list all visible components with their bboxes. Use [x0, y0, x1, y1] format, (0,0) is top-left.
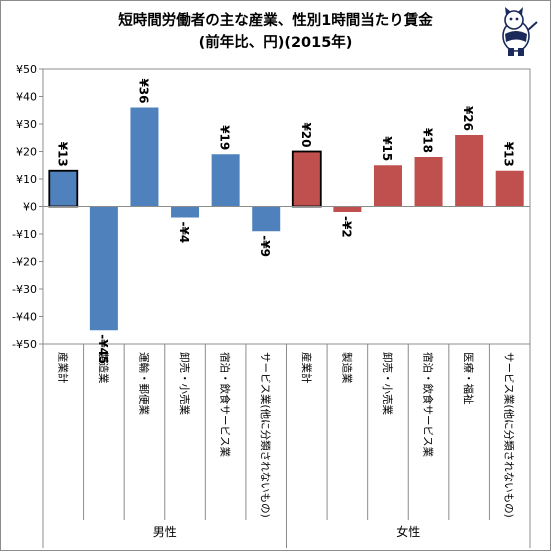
y-tick-label: -¥10 [12, 228, 37, 241]
data-label: ¥19 [218, 125, 232, 150]
data-label: ¥20 [299, 122, 313, 147]
category-label: サービス業(他に分類されないもの) [259, 352, 272, 518]
category-label: 宿泊・飲食サービス業 [422, 352, 435, 457]
category-label: 卸売・小売業 [178, 352, 191, 415]
y-tick-label: -¥40 [12, 311, 37, 324]
category-label: 製造業 [340, 352, 353, 384]
category-label: 製造業 [97, 352, 110, 384]
y-tick-label: ¥10 [16, 173, 37, 186]
y-tick-label: ¥30 [16, 118, 37, 131]
bar [455, 135, 484, 207]
category-label: 産業計 [300, 352, 313, 384]
data-label: ¥26 [461, 106, 475, 131]
chart-subtitle: (前年比、円)(2015年) [198, 35, 353, 51]
data-label: -¥4 [177, 222, 191, 244]
y-tick-label: -¥50 [12, 338, 37, 351]
bar [291, 150, 322, 208]
bar [495, 170, 524, 207]
category-label: 卸売・小売業 [381, 352, 394, 415]
y-tick-label: -¥20 [12, 256, 37, 269]
group-label: 男性 [153, 525, 177, 539]
category-label: サービス業(他に分類されないもの) [503, 352, 516, 518]
category-label: 医療・福祉 [462, 352, 475, 405]
y-tick-label: ¥40 [16, 91, 37, 104]
category-label: 産業計 [56, 352, 69, 384]
chart-title-block: 短時間労働者の主な産業、性別1時間当たり賃金 (前年比、円)(2015年) [0, 10, 551, 54]
bar [48, 169, 79, 208]
bar [89, 206, 118, 331]
bar [333, 206, 362, 212]
data-label: ¥13 [502, 142, 516, 167]
cat-mascot-icon [502, 7, 538, 56]
y-tick-label: -¥30 [12, 283, 37, 296]
y-tick-label: ¥50 [16, 63, 37, 76]
bar [373, 165, 402, 207]
data-label: -¥9 [258, 235, 272, 257]
y-tick-label: ¥20 [16, 146, 37, 159]
data-label: ¥18 [421, 128, 435, 153]
bar [171, 206, 200, 218]
category-label: 運輸・郵便業 [137, 352, 150, 415]
data-label: -¥45 [96, 334, 110, 364]
data-label: ¥13 [55, 142, 69, 167]
data-label: ¥15 [380, 136, 394, 161]
category-label: 宿泊・飲食サービス業 [219, 352, 232, 457]
bar [252, 206, 281, 232]
data-label: -¥2 [339, 216, 353, 238]
y-tick-label: ¥0 [23, 201, 37, 214]
chart-title: 短時間労働者の主な産業、性別1時間当たり賃金 [118, 13, 433, 29]
bar [211, 154, 240, 207]
bar [130, 107, 159, 207]
group-label: 女性 [396, 524, 420, 539]
data-label: ¥36 [136, 78, 150, 103]
bar [414, 157, 443, 207]
